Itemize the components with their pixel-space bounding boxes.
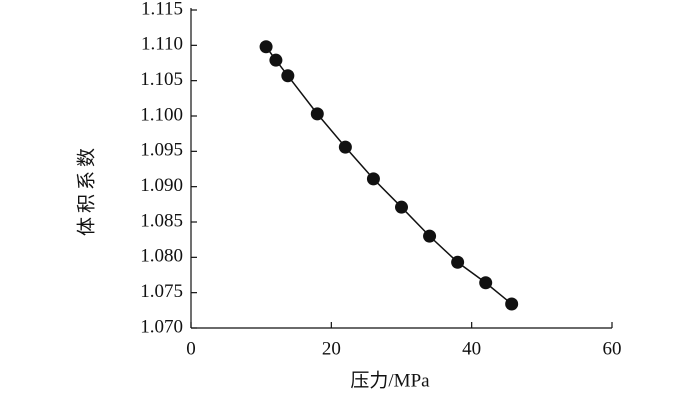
data-point (479, 276, 493, 290)
data-point (338, 140, 352, 154)
x-tick-label: 60 (603, 338, 622, 359)
data-point (505, 297, 519, 311)
data-point (269, 53, 283, 67)
y-tick-label: 1.105 (140, 69, 183, 90)
x-axis-label: 压力/MPa (350, 369, 430, 391)
series-line (265, 46, 513, 305)
y-tick-label: 1.070 (140, 316, 183, 337)
data-point (310, 107, 324, 121)
y-tick-label: 1.090 (140, 175, 183, 196)
y-tick-label: 1.110 (141, 34, 183, 55)
x-tick-label: 20 (322, 338, 341, 359)
y-tick-label: 1.115 (141, 0, 183, 19)
data-point (423, 229, 437, 243)
y-tick-label: 1.100 (140, 104, 183, 125)
x-tick-label: 0 (186, 338, 196, 359)
y-axis-label: 体积系数 (75, 144, 97, 236)
y-tick-label: 1.075 (140, 281, 183, 302)
x-tick-label: 40 (462, 338, 481, 359)
y-tick-label: 1.095 (140, 140, 183, 161)
y-tick-label: 1.085 (140, 210, 183, 231)
data-point (366, 172, 380, 186)
data-point (259, 40, 273, 54)
data-point (281, 69, 295, 83)
data-point (395, 200, 408, 214)
data-point (451, 255, 465, 269)
y-tick-label: 1.080 (140, 246, 183, 267)
